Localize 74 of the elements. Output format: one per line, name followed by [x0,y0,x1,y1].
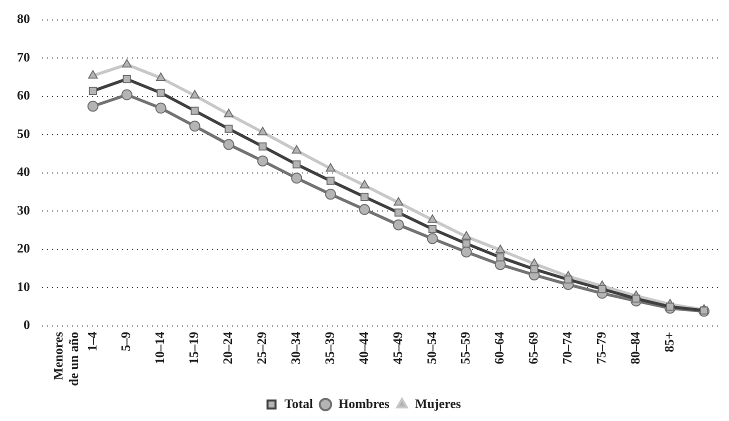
y-tick-label: 20 [17,240,30,256]
x-tick-label: 1–4 [84,331,100,352]
point [291,172,302,184]
point [598,285,606,294]
point [258,142,267,150]
x-tick-label: 65–69 [526,331,541,364]
point [496,253,504,262]
point [530,265,538,274]
y-tick-label: 50 [17,126,30,141]
point [394,208,403,217]
point [87,100,98,112]
point [326,176,335,185]
legend-label: Total [284,396,314,411]
point [190,90,200,99]
point [122,75,131,84]
point [326,163,336,172]
x-tick-label: 45–49 [390,331,405,364]
point [360,180,370,188]
x-tick-label: 30–34 [288,331,303,364]
point [122,59,132,68]
y-tick-label: 60 [17,88,30,103]
legend-label: Mujeres [414,396,461,411]
x-tick-label: 55–59 [458,331,473,364]
point [121,89,132,100]
x-tick-label: 75–79 [594,331,609,364]
x-tick-label: 5–9 [118,331,134,352]
point [325,188,336,200]
point [224,108,234,118]
point [392,219,404,230]
point [156,88,165,97]
legend-label: Hombres [338,396,390,411]
point [224,124,233,133]
point [292,160,301,168]
x-tick-label: 35–39 [322,331,337,364]
point [394,197,404,206]
x-tick-label: 80–84 [627,331,642,364]
x-tick-label: 20–24 [220,331,236,364]
y-tick-label: 30 [17,202,30,218]
point [360,192,369,201]
point [428,225,436,234]
point [223,139,234,150]
point [666,302,674,311]
point [564,275,572,284]
point [428,214,438,223]
point [155,102,166,114]
y-tick-label: 40 [17,164,30,180]
point [462,240,470,248]
x-tick-label: 15–19 [186,331,202,364]
point [88,70,98,79]
point [190,106,199,115]
point [258,126,268,136]
point [88,86,97,95]
point [189,120,200,132]
x-tick-label: 10–14 [152,331,168,364]
y-tick-label: 70 [17,49,30,64]
point [460,246,472,258]
x-tick-label: 50–54 [424,331,439,364]
x-tick-label: 70–74 [560,331,575,364]
x-tick-label: 25–29 [254,331,270,364]
point [632,294,640,303]
x-tick-label: 40–44 [356,331,371,364]
point [426,233,438,244]
x-tick-label: Menores de un año [50,332,81,386]
point [257,155,268,166]
x-tick-label: 60–64 [492,331,507,364]
y-tick-label: 80 [17,11,30,26]
point [495,244,506,254]
point [156,72,166,81]
point [292,145,302,154]
x-tick-label: 85+ [661,332,676,352]
y-tick-label: 10 [17,278,30,294]
y-tick-label: 0 [24,317,30,332]
point [462,231,472,240]
point [359,204,370,216]
